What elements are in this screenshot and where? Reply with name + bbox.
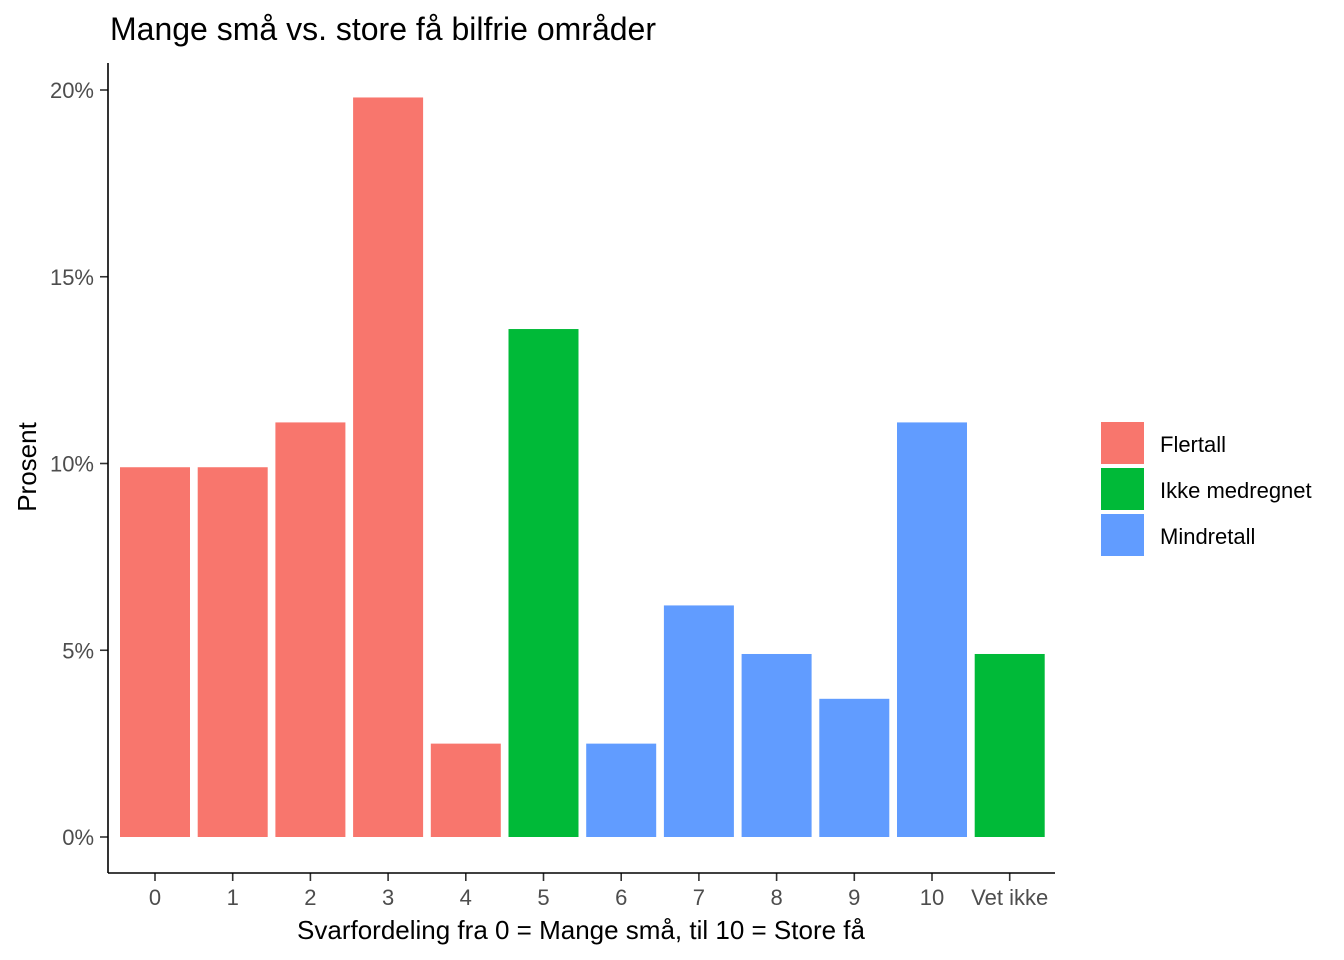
bar bbox=[120, 467, 190, 837]
bar bbox=[897, 422, 967, 837]
x-axis: 0 1 2 3 4 5 6 7 8 9 10 Vet ikke bbox=[149, 873, 1048, 910]
x-tick-label: 0 bbox=[149, 885, 161, 910]
bar bbox=[741, 653, 812, 837]
x-tick-label: 5 bbox=[537, 885, 549, 910]
y-axis-title: Prosent bbox=[12, 421, 42, 511]
bars bbox=[120, 97, 1045, 838]
legend-label: Ikke medregnet bbox=[1160, 478, 1312, 503]
legend-label: Mindretall bbox=[1160, 524, 1255, 549]
x-tick-label: Vet ikke bbox=[971, 885, 1048, 910]
legend-label: Flertall bbox=[1160, 432, 1226, 457]
y-tick-label: 20% bbox=[50, 78, 94, 103]
bar bbox=[663, 605, 734, 837]
bar bbox=[430, 743, 501, 837]
legend-swatch bbox=[1101, 468, 1144, 510]
bar bbox=[819, 698, 890, 837]
y-tick-label: 0% bbox=[62, 825, 94, 850]
chart-title: Mange små vs. store få bilfrie områder bbox=[110, 11, 656, 47]
y-tick-label: 15% bbox=[50, 265, 94, 290]
x-tick-label: 9 bbox=[848, 885, 860, 910]
x-tick-label: 4 bbox=[460, 885, 472, 910]
x-tick-label: 8 bbox=[770, 885, 782, 910]
bar bbox=[586, 743, 657, 837]
x-tick-label: 3 bbox=[382, 885, 394, 910]
legend: Flertall Ikke medregnet Mindretall bbox=[1101, 422, 1312, 556]
bar bbox=[974, 653, 1045, 837]
x-tick-label: 2 bbox=[304, 885, 316, 910]
legend-swatch bbox=[1101, 514, 1144, 556]
x-tick-label: 10 bbox=[920, 885, 944, 910]
x-tick-label: 1 bbox=[227, 885, 239, 910]
bar bbox=[508, 329, 579, 837]
bar bbox=[275, 422, 346, 837]
y-tick-label: 5% bbox=[62, 638, 94, 663]
legend-swatch bbox=[1101, 422, 1144, 464]
bar bbox=[353, 97, 424, 838]
x-tick-label: 6 bbox=[615, 885, 627, 910]
y-axis: 0% 5% 10% 15% 20% bbox=[50, 78, 108, 850]
bar bbox=[197, 467, 268, 837]
y-tick-label: 10% bbox=[50, 452, 94, 477]
x-axis-title: Svarfordeling fra 0 = Mange små, til 10 … bbox=[297, 915, 866, 945]
x-tick-label: 7 bbox=[693, 885, 705, 910]
